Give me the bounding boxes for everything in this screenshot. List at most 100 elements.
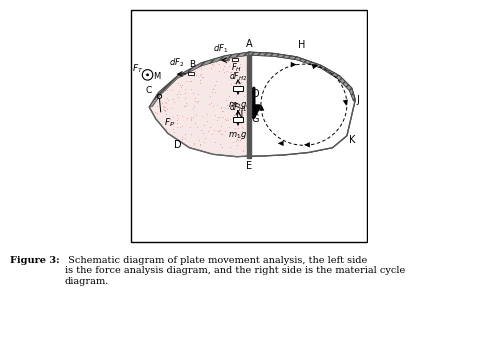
FancyBboxPatch shape [234, 86, 243, 91]
Point [178, 136, 186, 142]
Polygon shape [149, 52, 355, 157]
Point [153, 111, 161, 116]
Point [223, 69, 231, 74]
Point [230, 115, 238, 121]
Point [196, 77, 204, 83]
Point [237, 62, 245, 67]
Point [191, 68, 199, 73]
Text: D: D [174, 140, 181, 150]
Point [221, 105, 229, 110]
Point [198, 113, 206, 119]
Point [182, 100, 190, 106]
Point [239, 125, 247, 130]
Point [190, 103, 198, 109]
Point [199, 74, 207, 80]
Point [203, 118, 211, 124]
Point [217, 104, 225, 109]
Text: $dF_2$: $dF_2$ [168, 56, 184, 69]
Text: G: G [252, 114, 259, 124]
Point [231, 63, 239, 68]
Point [207, 101, 215, 106]
Text: $dF_{H2}$: $dF_{H2}$ [229, 70, 247, 83]
Point [224, 59, 232, 64]
Point [200, 140, 208, 145]
Point [226, 145, 234, 150]
Point [219, 108, 227, 114]
Point [161, 104, 169, 110]
Point [234, 125, 242, 130]
Point [213, 102, 221, 108]
Point [178, 123, 186, 128]
Point [181, 104, 189, 109]
Point [176, 91, 184, 97]
Circle shape [146, 73, 149, 76]
Point [159, 106, 167, 112]
Point [187, 78, 195, 83]
Point [211, 89, 219, 95]
Point [236, 133, 244, 138]
Point [196, 73, 204, 78]
Point [233, 72, 241, 77]
Point [219, 115, 227, 120]
Point [160, 104, 168, 110]
Polygon shape [249, 52, 355, 156]
Point [176, 82, 184, 88]
Point [173, 120, 181, 125]
Point [203, 111, 211, 116]
Point [186, 124, 194, 129]
Text: Figure 3:: Figure 3: [10, 256, 60, 265]
Text: A: A [246, 39, 252, 49]
Point [232, 55, 240, 60]
Point [161, 107, 169, 113]
Text: $F_P$: $F_P$ [163, 116, 175, 129]
Point [222, 98, 230, 103]
Point [174, 80, 182, 86]
Point [189, 115, 197, 120]
Point [200, 123, 208, 128]
Point [207, 124, 215, 130]
Polygon shape [249, 52, 355, 101]
Point [233, 132, 241, 138]
Point [169, 115, 177, 120]
Point [178, 82, 186, 88]
FancyBboxPatch shape [234, 117, 243, 122]
Point [241, 100, 249, 105]
Point [209, 86, 217, 92]
Point [181, 95, 189, 100]
Polygon shape [259, 105, 264, 110]
Point [230, 56, 238, 62]
Point [208, 131, 216, 137]
Point [229, 139, 237, 145]
Point [197, 142, 205, 147]
Point [218, 144, 226, 150]
Text: E: E [246, 161, 252, 171]
Point [217, 132, 225, 137]
Point [197, 65, 205, 70]
Point [218, 108, 226, 114]
Point [217, 124, 225, 129]
Text: B: B [189, 60, 195, 69]
Point [214, 114, 222, 120]
Point [236, 82, 244, 87]
Point [161, 100, 169, 105]
Point [212, 78, 220, 84]
Point [213, 118, 221, 123]
Point [187, 132, 195, 137]
Point [167, 105, 175, 111]
Polygon shape [149, 52, 355, 107]
Point [209, 86, 217, 92]
Point [221, 128, 229, 133]
Point [228, 60, 236, 65]
Point [196, 81, 204, 86]
Point [235, 106, 243, 112]
Text: $m_1g$: $m_1g$ [229, 131, 248, 142]
Text: Schematic diagram of plate movement analysis, the left side
is the force analysi: Schematic diagram of plate movement anal… [65, 256, 405, 286]
Text: K: K [349, 135, 355, 145]
Point [224, 105, 232, 111]
Point [220, 69, 228, 75]
Point [182, 78, 190, 83]
FancyBboxPatch shape [188, 72, 194, 75]
Point [170, 129, 178, 135]
Point [173, 113, 181, 118]
Point [162, 100, 170, 105]
